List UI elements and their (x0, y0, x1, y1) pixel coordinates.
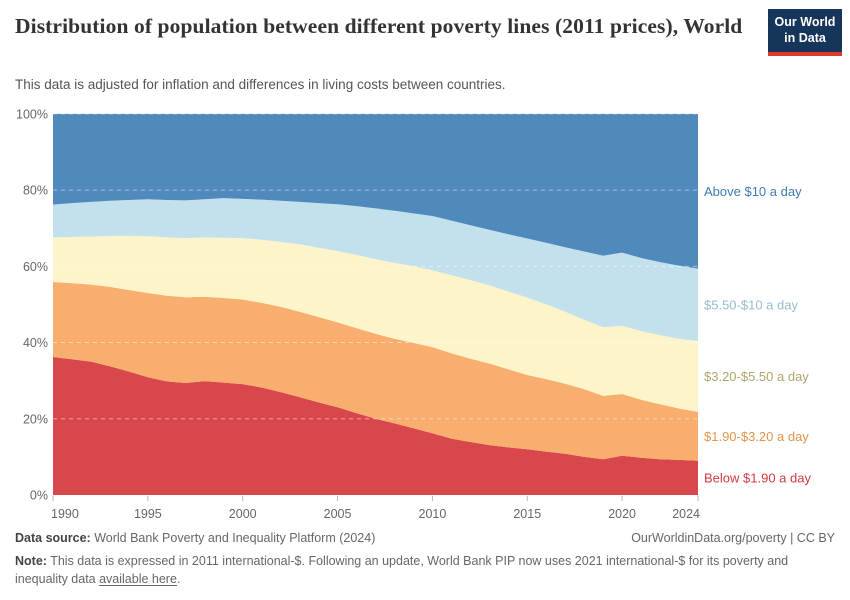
x-tick-label-2000: 2000 (229, 507, 257, 521)
data-source-line: Data source: World Bank Poverty and Ineq… (15, 531, 376, 545)
attribution-link[interactable]: OurWorldinData.org/poverty | CC BY (631, 531, 835, 545)
series-label-above-10[interactable]: Above $10 a day (704, 184, 802, 199)
area-above-10[interactable] (53, 113, 698, 269)
x-tick-label-2024: 2024 (672, 507, 700, 521)
chart-subtitle: This data is adjusted for inflation and … (15, 77, 506, 92)
area-3-20-5-50[interactable] (53, 235, 698, 412)
owid-logo-line1: Our World (774, 15, 836, 29)
series-label-below-1-90[interactable]: Below $1.90 a day (704, 470, 811, 485)
x-tick-label-1990: 1990 (51, 507, 79, 521)
series-label-5-50-10[interactable]: $5.50-$10 a day (704, 297, 798, 312)
series-label-3-20-5-50[interactable]: $3.20-$5.50 a day (704, 369, 809, 384)
note-line: Note: This data is expressed in 2011 int… (15, 554, 789, 587)
chart-footer: Data source: World Bank Poverty and Ineq… (15, 531, 835, 588)
y-tick-label-100pct: 100% (16, 107, 48, 121)
owid-logo-line2: in Data (784, 30, 826, 45)
y-tick-label-20pct: 20% (23, 412, 48, 426)
area-below-1-90[interactable] (53, 357, 698, 495)
series-label-1-90-3-20[interactable]: $1.90-$3.20 a day (704, 429, 809, 444)
chart-title: Distribution of population between diffe… (15, 14, 743, 38)
available-here-link[interactable]: available here (99, 572, 177, 587)
y-tick-label-60pct: 60% (23, 260, 48, 274)
y-tick-label-80pct: 80% (23, 184, 48, 198)
x-tick-label-2010: 2010 (419, 507, 447, 521)
x-tick-label-2015: 2015 (513, 507, 541, 521)
area-1-90-3-20[interactable] (53, 282, 698, 461)
y-tick-label-40pct: 40% (23, 336, 48, 350)
x-tick-label-1995: 1995 (134, 507, 162, 521)
y-tick-label-0pct: 0% (30, 489, 48, 503)
x-tick-label-2020: 2020 (608, 507, 636, 521)
owid-logo[interactable]: Our World in Data (768, 9, 842, 56)
area-5-50-10[interactable] (53, 198, 698, 341)
x-tick-label-2005: 2005 (324, 507, 352, 521)
